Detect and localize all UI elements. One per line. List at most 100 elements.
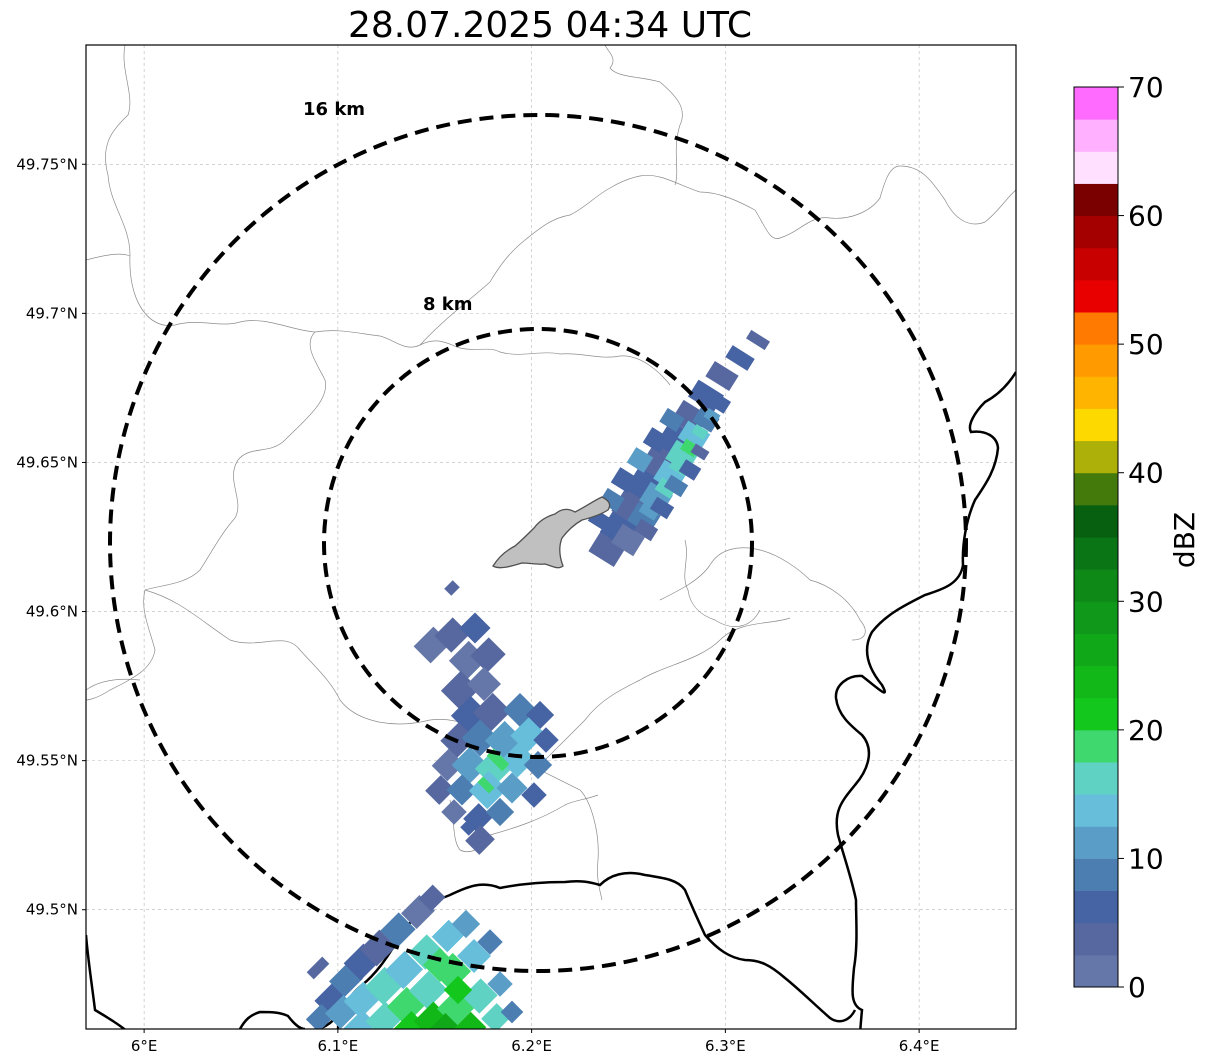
reflectivity-bin bbox=[692, 407, 720, 433]
colorbar-segment bbox=[1074, 312, 1118, 345]
colorbar-segment bbox=[1074, 215, 1118, 249]
reflectivity-bin bbox=[638, 499, 662, 521]
reflectivity-bin bbox=[441, 799, 467, 825]
colorbar-segment bbox=[1074, 601, 1118, 634]
y-tick-label: 49.7°N bbox=[26, 304, 78, 322]
colorbar-segment bbox=[1074, 665, 1118, 699]
colorbar-tick-label: 10 bbox=[1128, 842, 1164, 875]
reflectivity-bin bbox=[626, 447, 654, 473]
colorbar: 0 10 20 30 40 50 60 70 bbox=[1073, 71, 1164, 1004]
colorbar-frame bbox=[1073, 86, 1119, 988]
x-tick-label: 6.1°E bbox=[317, 1037, 358, 1055]
reflectivity-bin bbox=[486, 748, 510, 772]
x-axis-ticks: 6°E 6.1°E 6.2°E 6.3°E 6.4°E bbox=[131, 1029, 940, 1055]
colorbar-tick-label: 60 bbox=[1128, 200, 1164, 233]
reflectivity-bin bbox=[691, 424, 709, 440]
colorbar-segment bbox=[1074, 826, 1118, 859]
colorbar-tick-label: 30 bbox=[1128, 585, 1164, 618]
reflectivity-bin bbox=[588, 529, 628, 567]
reflectivity-bin bbox=[444, 580, 460, 596]
colorbar-segment bbox=[1074, 279, 1118, 313]
colorbar-segment bbox=[1074, 376, 1118, 409]
reflectivity-bin bbox=[610, 467, 638, 493]
map-title: 28.07.2025 04:34 UTC bbox=[348, 5, 752, 46]
beam-blockage-area bbox=[492, 496, 611, 569]
reflectivity-bin bbox=[500, 1000, 524, 1024]
x-tick-label: 6°E bbox=[131, 1037, 158, 1055]
reflectivity-bin bbox=[725, 345, 755, 371]
colorbar-segment bbox=[1074, 119, 1118, 152]
colorbar-segment bbox=[1074, 537, 1118, 570]
y-tick-label: 49.55°N bbox=[16, 752, 78, 770]
reflectivity-bin bbox=[305, 1003, 335, 1029]
reflectivity-bin bbox=[467, 667, 501, 701]
reflectivity-bin bbox=[453, 1011, 487, 1029]
colorbar-label: dBZ bbox=[1168, 512, 1201, 568]
y-tick-label: 49.6°N bbox=[26, 603, 78, 621]
reflectivity-bin bbox=[443, 975, 473, 1005]
reflectivity-bin bbox=[380, 912, 416, 948]
reflectivity-bin bbox=[678, 459, 702, 481]
reflectivity-bin bbox=[500, 742, 536, 778]
range-rings bbox=[108, 113, 968, 973]
colorbar-segment bbox=[1074, 954, 1118, 988]
reflectivity-bin bbox=[487, 971, 513, 997]
reflectivity-bin bbox=[359, 929, 397, 967]
colorbar-segment bbox=[1074, 922, 1118, 956]
y-tick-label: 49.5°N bbox=[26, 901, 78, 919]
range-ring-label-16km: 16 km bbox=[303, 99, 365, 120]
reflectivity-bin bbox=[460, 820, 476, 836]
reflectivity-bin bbox=[677, 420, 711, 452]
reflectivity-bin bbox=[533, 727, 559, 753]
colorbar-tick-label: 40 bbox=[1128, 457, 1164, 490]
reflectivity-bin bbox=[384, 950, 424, 990]
colorbar-tick-label: 0 bbox=[1128, 971, 1146, 1004]
reflectivity-bin bbox=[440, 670, 480, 710]
reflectivity-bin bbox=[470, 637, 506, 673]
reflectivity-bin bbox=[465, 825, 495, 855]
reflectivity-bin bbox=[746, 329, 770, 351]
reflectivity-bin bbox=[599, 487, 625, 513]
reflectivity-bin bbox=[690, 443, 710, 461]
reflectivity-bin bbox=[451, 746, 489, 784]
reflectivity-bin bbox=[472, 692, 512, 732]
reflectivity-bin bbox=[431, 748, 465, 782]
colorbar-segment bbox=[1074, 504, 1118, 538]
reflectivity-bin bbox=[663, 474, 689, 498]
reflectivity-bin bbox=[611, 523, 645, 557]
colorbar-segment bbox=[1074, 890, 1118, 924]
range-ring-label-8km: 8 km bbox=[423, 294, 473, 315]
reflectivity-bin bbox=[485, 797, 515, 827]
reflectivity-bin bbox=[306, 956, 330, 980]
colorbar-segment bbox=[1074, 344, 1118, 377]
y-tick-label: 49.75°N bbox=[16, 155, 78, 173]
y-axis-ticks: 49.75°N 49.7°N 49.65°N 49.6°N 49.55°N 49.5°N bbox=[16, 155, 86, 919]
reflectivity-bin bbox=[477, 929, 503, 955]
range-ring-8km bbox=[322, 327, 754, 759]
colorbar-segment bbox=[1074, 87, 1118, 120]
colorbar-segment bbox=[1074, 697, 1118, 731]
reflectivity-bin bbox=[427, 1013, 461, 1029]
reflectivity-bin bbox=[462, 978, 498, 1014]
reflectivity-bin bbox=[459, 612, 491, 644]
reflectivity-bin bbox=[425, 775, 455, 805]
reflectivity-bin bbox=[477, 776, 495, 794]
reflectivity-bin bbox=[649, 496, 675, 520]
colorbar-segment bbox=[1074, 151, 1118, 184]
range-ring-16km bbox=[108, 113, 968, 973]
colorbar-segment bbox=[1074, 729, 1118, 763]
reflectivity-bin bbox=[446, 774, 478, 806]
x-tick-label: 6.2°E bbox=[511, 1037, 552, 1055]
colorbar-segment bbox=[1074, 794, 1118, 827]
colorbar-segment bbox=[1074, 472, 1118, 506]
reflectivity-bin bbox=[408, 970, 448, 1010]
gridlines bbox=[86, 45, 1016, 1029]
reflectivity-bin bbox=[704, 390, 732, 414]
reflectivity-bin bbox=[705, 360, 739, 392]
reflectivity-bin bbox=[703, 408, 721, 424]
colorbar-segment bbox=[1074, 183, 1118, 217]
colorbar-segment bbox=[1074, 762, 1118, 795]
y-tick-label: 49.65°N bbox=[16, 453, 78, 471]
reflectivity-bin bbox=[457, 939, 491, 973]
